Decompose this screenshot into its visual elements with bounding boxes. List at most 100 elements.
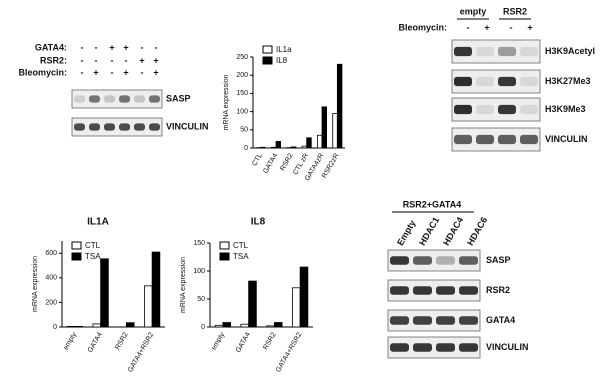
y-tick-label: 100 [193,268,205,275]
blot-band [476,134,494,145]
bar [125,322,135,328]
chart-title: IL1A [87,217,109,228]
blot-panel [387,279,481,302]
y-tick-label: 150 [193,240,205,247]
row-label: SASP [166,93,191,103]
row-label: VINCULIN [486,342,529,352]
blot-band [520,104,538,115]
blot-band [498,76,516,87]
blot-band [498,46,516,57]
blot-band [413,286,432,295]
blot-band [459,286,478,295]
condition-label: GATA4: [35,42,67,52]
blot-band [413,256,432,265]
bar [336,63,343,149]
x-tick-label: GATA4 [87,331,104,354]
condition-sign: - [81,42,84,52]
blot-panel [387,336,481,359]
x-tick-label: CTL [251,152,264,167]
lane-label: HDAC6 [465,215,489,247]
bar [74,325,83,328]
blot-panel [71,89,163,109]
blot-band [454,76,472,87]
bar [275,141,281,149]
legend-swatch [71,252,82,261]
blot-band [520,134,538,145]
y-axis-label: mRNA expression [180,257,187,313]
condition-label: Bleomycin: [18,67,67,77]
bar [273,322,283,328]
x-tick-label: RSR2 [114,331,129,351]
condition-label: RSR2: [40,55,67,65]
bar [92,323,102,328]
condition-sign: - [155,42,158,52]
blot-band [74,123,85,131]
blot-band [119,123,130,131]
y-tick-label: 0 [201,324,205,331]
condition-sign: - [111,55,114,65]
bar [306,137,312,149]
bar [100,258,109,328]
x-tick-label: GATA4 [235,331,252,354]
condition-sign: - [141,67,144,77]
blot-band [459,316,478,325]
x-tick-label: GATA4+RSR2 [127,331,155,373]
blot-panel [387,309,481,332]
bar [260,146,266,149]
blot-band [498,104,516,115]
condition-sign: + [153,67,158,77]
blot-band [119,95,130,103]
condition-sign: + [123,42,128,52]
blot-panel [451,39,541,64]
y-tick-label: 200 [236,72,248,79]
y-tick-label: 200 [45,299,57,306]
bar [151,251,161,328]
y-tick-label: 250 [236,54,248,61]
legend-swatch [219,241,230,250]
x-tick-label: GATA4+RSR2 [275,331,303,373]
y-axis-label: mRNA expression [32,256,39,312]
blot-band [390,286,409,295]
condition-sign: + [123,67,128,77]
blot-band [134,123,145,131]
bar [290,146,297,149]
x-tick-label: RSR2 [279,152,294,172]
blot-band [459,256,478,265]
blot-band [476,76,494,87]
condition-sign: - [125,55,128,65]
row-label: SASP [486,255,511,265]
x-tick-label: RSR2 [262,331,277,351]
blot-band [104,123,115,131]
condition-sign: - [467,22,470,32]
row-label: H3K27Me3 [545,76,591,86]
y-tick-label: 600 [45,250,57,257]
legend-label: TSA [85,252,101,261]
bar [266,325,275,328]
y-axis-label: mRNA expression [223,74,230,130]
bar [321,106,327,149]
blot-band [520,46,538,57]
x-tick-label: empty [63,331,79,351]
group-label: empty [460,6,487,16]
bar [299,266,309,328]
legend-label: TSA [233,252,249,261]
legend-label: IL1a [276,45,292,54]
blot-panel [451,127,541,152]
condition-sign: + [139,55,144,65]
condition-sign: - [141,42,144,52]
condition-sign: - [81,67,84,77]
row-label: VINCULIN [545,134,588,144]
blot-band [476,46,494,57]
blot-band [459,343,478,352]
bar [214,324,224,328]
blot-heading: RSR2+GATA4 [403,199,461,209]
lane-label: Empty [395,218,417,247]
blot-band [74,95,85,103]
x-tick-label: GATA4 [262,152,279,175]
condition-sign: - [95,42,98,52]
blot-band [476,104,494,115]
group-label: RSR2 [503,6,527,16]
lane-label: HDAC4 [441,215,465,247]
row-label: VINCULIN [166,121,209,131]
legend-label: CTL [233,241,249,250]
